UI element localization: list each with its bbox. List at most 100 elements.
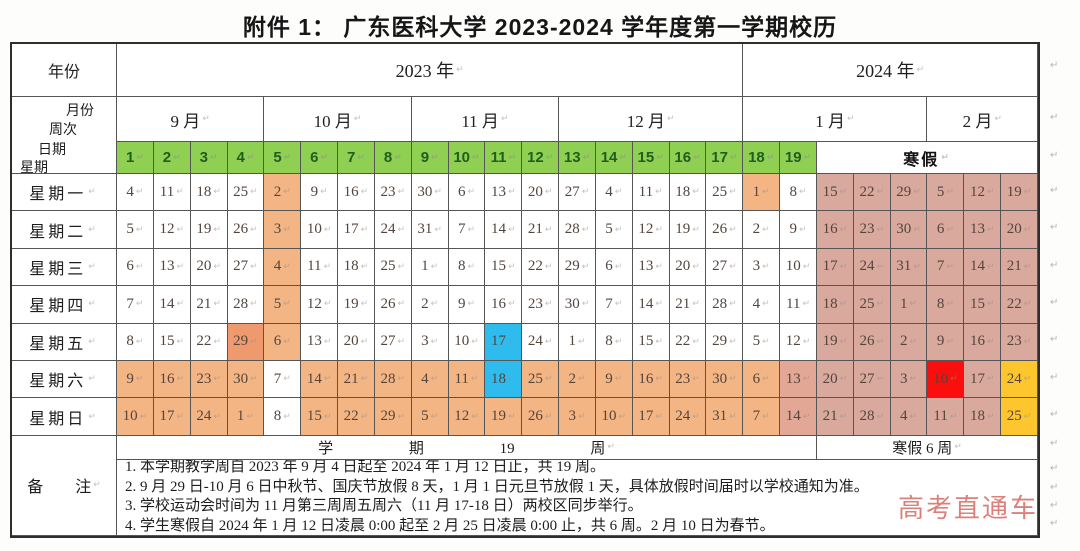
date-cell: 27 [374, 323, 412, 361]
date-cell: 13 [964, 211, 1002, 249]
return-mark: ↵ [1050, 334, 1059, 345]
date-cell: 14 [153, 286, 191, 324]
date-cell: 15 [485, 248, 523, 287]
weekday-label: 星期五 [12, 323, 117, 361]
date-cell: 2 [890, 323, 928, 361]
date-cell: 21 [669, 286, 707, 324]
date-cell: 18 [964, 398, 1002, 436]
date-cell: 1 [890, 286, 928, 324]
vacation-weeks-summary: 寒假 6 周 [816, 435, 1038, 460]
corner-week-label: 周次 [49, 123, 77, 138]
date-cell: 1 [743, 174, 781, 212]
weekday-label: 星期三 [12, 248, 117, 287]
week-number-cell: 12 [522, 142, 560, 174]
month-header: 12 月 [559, 97, 744, 142]
date-cell: 3 [264, 211, 302, 249]
date-cell: 18 [338, 248, 375, 287]
return-mark: ↵ [1050, 222, 1059, 233]
date-cell: 12 [153, 211, 191, 249]
corner-date-label: 日期 [38, 143, 66, 158]
date-cell: 24 [522, 323, 560, 361]
date-cell: 7 [595, 286, 633, 324]
date-cell: 23 [522, 286, 560, 324]
corner-weekday-label: 星期 [20, 161, 48, 174]
date-cell: 17 [153, 398, 191, 436]
date-cell: 25 [853, 286, 891, 324]
notes-cell: 1. 本学期教学周自 2023 年 9 月 4 日起至 2024 年 1 月 1… [117, 459, 1038, 536]
week-number-cell: 14 [595, 142, 633, 174]
date-cell: 14 [632, 286, 670, 324]
date-cell: 4 [117, 174, 154, 212]
date-cell: 20 [669, 248, 707, 287]
date-cell: 28 [706, 286, 744, 324]
date-cell: 5 [117, 211, 154, 249]
date-cell: 20 [338, 323, 375, 361]
date-cell: 17 [338, 211, 375, 249]
date-cell: 25 [1001, 398, 1038, 436]
date-cell: 21 [338, 360, 375, 399]
return-mark: ↵ [1050, 112, 1059, 123]
week-number-cell: 15 [632, 142, 670, 174]
week-number-cell: 19 [780, 142, 817, 174]
date-cell: 8 [780, 174, 817, 212]
date-cell: 11 [448, 360, 486, 399]
date-cell: 3 [559, 398, 596, 436]
week-number-cell: 2 [153, 142, 191, 174]
week-number-cell: 3 [190, 142, 228, 174]
date-cell: 24 [1001, 360, 1038, 399]
date-cell: 18 [816, 286, 854, 324]
date-cell: 8 [595, 323, 633, 361]
date-cell: 9 [448, 286, 486, 324]
date-cell: 22 [190, 323, 228, 361]
date-cell: 4 [890, 398, 928, 436]
corner-header: 月份 周次 日期 星期 [12, 97, 117, 174]
date-cell: 18 [669, 174, 707, 212]
date-cell: 3 [890, 360, 928, 399]
date-cell: 1 [227, 398, 265, 436]
date-cell: 23 [1001, 323, 1038, 361]
date-cell: 6 [264, 323, 302, 361]
date-cell: 5 [411, 398, 449, 436]
vacation-header: 寒假 [816, 142, 1038, 174]
date-cell: 8 [927, 286, 965, 324]
date-cell: 15 [964, 286, 1002, 324]
date-cell: 4 [264, 248, 302, 287]
week-number-cell: 18 [743, 142, 781, 174]
notes-label: 备 注 [12, 435, 117, 536]
date-cell: 16 [632, 360, 670, 399]
date-cell: 19 [485, 398, 523, 436]
date-cell: 18 [485, 360, 523, 399]
date-cell: 12 [632, 211, 670, 249]
date-cell: 30 [559, 286, 596, 324]
date-cell: 29 [559, 248, 596, 287]
date-cell: 30 [411, 174, 449, 212]
return-mark: ↵ [1050, 260, 1059, 271]
note-line: 1. 本学期教学周自 2023 年 9 月 4 日起至 2024 年 1 月 1… [125, 459, 606, 476]
date-cell: 4 [411, 360, 449, 399]
date-cell: 29 [890, 174, 928, 212]
date-cell: 16 [816, 211, 854, 249]
date-cell: 26 [374, 286, 412, 324]
date-cell: 25 [374, 248, 412, 287]
date-cell: 2 [743, 211, 781, 249]
date-cell: 2 [411, 286, 449, 324]
date-cell: 5 [927, 174, 965, 212]
date-cell: 17 [816, 248, 854, 287]
year-header: 2023 年 [117, 44, 744, 97]
date-cell: 10 [301, 211, 339, 249]
date-cell: 19 [669, 211, 707, 249]
date-cell: 1 [411, 248, 449, 287]
date-cell: 9 [927, 323, 965, 361]
date-cell: 10 [117, 398, 154, 436]
date-cell: 22 [522, 248, 560, 287]
date-cell: 29 [227, 323, 265, 361]
date-cell: 11 [632, 174, 670, 212]
date-cell: 25 [227, 174, 265, 212]
date-cell: 28 [227, 286, 265, 324]
date-cell: 20 [522, 174, 560, 212]
date-cell: 3 [743, 248, 781, 287]
date-cell: 26 [227, 211, 265, 249]
date-cell: 8 [264, 398, 302, 436]
date-cell: 19 [190, 211, 228, 249]
date-cell: 9 [595, 360, 633, 399]
